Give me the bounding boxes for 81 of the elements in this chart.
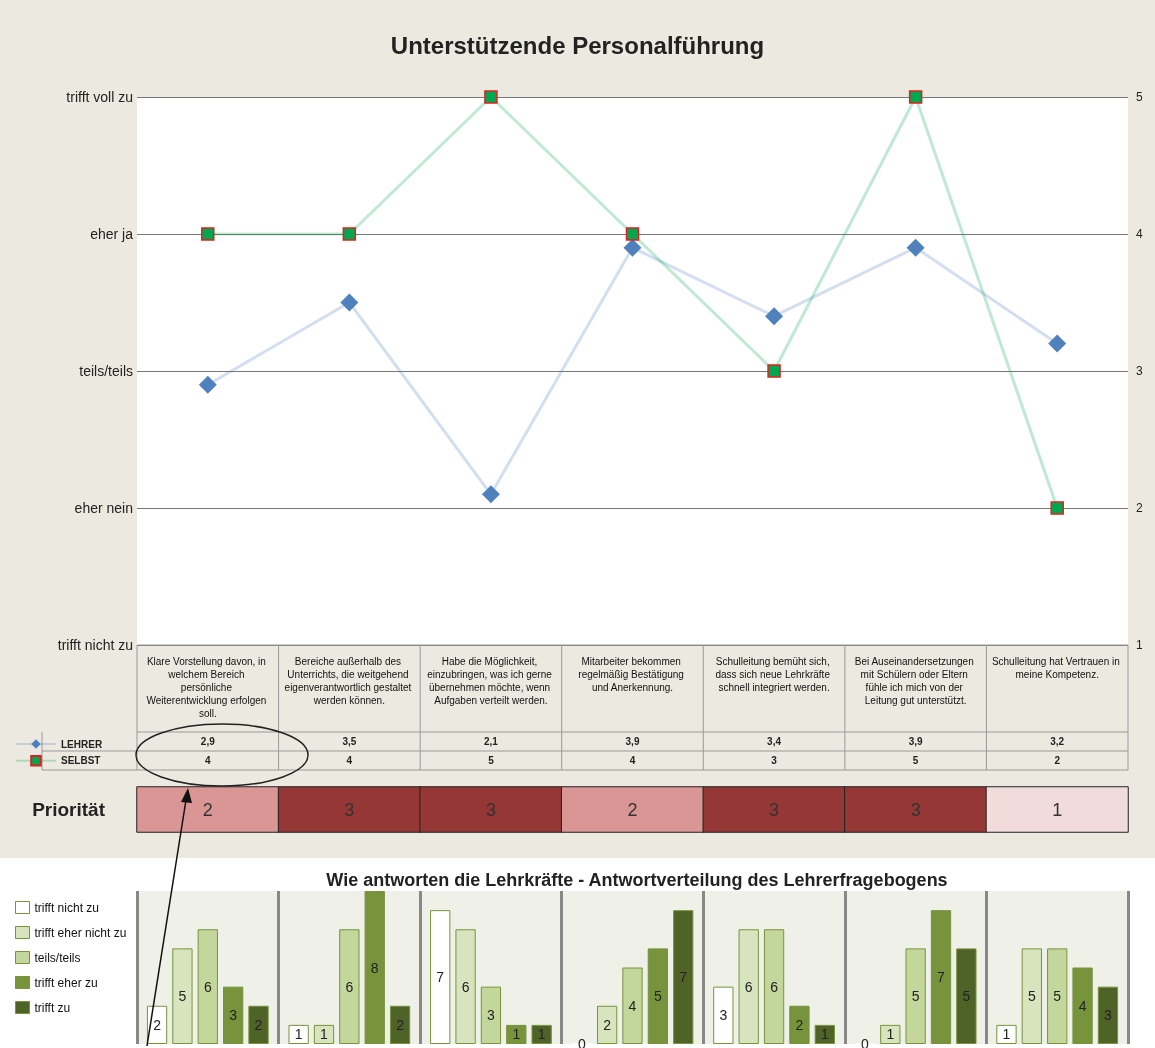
x-tick-label: Habe die Möglichkeit, einzubringen, was ich gerne übernehmen möchte, wenn Aufgaben verteilt werden. bbox=[427, 656, 555, 706]
data-label: 5 bbox=[962, 988, 971, 1005]
data-label: 3,2 bbox=[1050, 736, 1065, 747]
data-label: 4 bbox=[628, 997, 637, 1014]
data-label: 2 bbox=[396, 1016, 405, 1033]
text: teils/teils bbox=[79, 363, 133, 379]
data-label: 5 bbox=[911, 988, 920, 1005]
data-label: 3 bbox=[771, 755, 778, 766]
data-label: 2 bbox=[603, 1016, 612, 1033]
data-label: 3,4 bbox=[767, 736, 782, 747]
data-label: 7 bbox=[436, 969, 445, 986]
data-label: 2,9 bbox=[200, 736, 216, 747]
data-label: 5 bbox=[653, 988, 662, 1005]
legend-label: trifft eher zu bbox=[34, 975, 98, 990]
x-tick-label: Schulleitung bemüht sich, dass sich neue Lehrkräfte schnell integriert werden. bbox=[715, 656, 833, 693]
data-label: 3 bbox=[344, 799, 355, 820]
text: trifft voll zu bbox=[66, 89, 133, 105]
data-label: 4 bbox=[629, 755, 636, 766]
text: eher nein bbox=[74, 500, 133, 516]
legend-label: trifft nicht zu bbox=[34, 900, 99, 915]
legend-label: LEHRER bbox=[61, 738, 103, 750]
data-label: 1 bbox=[886, 1026, 895, 1043]
data-label: 1 bbox=[537, 1026, 546, 1043]
data-label: 1 bbox=[1052, 799, 1063, 820]
chart-title: Wie antworten die Lehrkräfte - Antwortverteilung des Lehrerfragebogens bbox=[326, 870, 948, 890]
data-label: 7 bbox=[937, 969, 946, 986]
data-label: 2 bbox=[795, 1016, 804, 1033]
data-label: 1 bbox=[1002, 1026, 1011, 1043]
data-label: 6 bbox=[345, 978, 354, 995]
data-label: 1 bbox=[820, 1026, 829, 1043]
legend-label: SELBST bbox=[61, 755, 101, 767]
x-tick-label: Bei Auseinandersetzungen mit Schülern oder Eltern fühle ich mich von der Leitung gut unterstützt. bbox=[854, 656, 977, 706]
x-tick-label: Schulleitung hat Vertrauen in meine Kompetenz. bbox=[991, 656, 1123, 680]
y-tick-label: 1 bbox=[1136, 638, 1143, 652]
data-label: 6 bbox=[203, 978, 212, 995]
data-label: 3 bbox=[910, 799, 921, 820]
legend-label: trifft zu bbox=[34, 1000, 71, 1015]
y-tick-label: Priorität bbox=[32, 799, 106, 820]
data-label: 7 bbox=[679, 969, 688, 986]
data-label: 5 bbox=[1027, 988, 1036, 1005]
data-label: 2 bbox=[627, 799, 638, 820]
data-label: 4 bbox=[1078, 997, 1087, 1014]
data-label: 6 bbox=[461, 978, 470, 995]
data-label: 3 bbox=[487, 1007, 496, 1024]
data-label: 5 bbox=[488, 755, 495, 766]
data-label: 6 bbox=[770, 978, 779, 995]
data-label: 3 bbox=[229, 1007, 238, 1024]
data-label: 2 bbox=[1054, 755, 1061, 766]
data-label: 3,5 bbox=[342, 736, 357, 747]
data-label: 1 bbox=[320, 1026, 329, 1043]
x-tick-label: Mitarbeiter bekommen regelmäßig Bestätigung und Anerkennung. bbox=[578, 656, 687, 693]
text: trifft nicht zu bbox=[57, 637, 133, 653]
data-label: 3,9 bbox=[625, 736, 640, 747]
x-tick-label: Klare Vorstellung davon, in welchem Bereich persönliche Weiterentwicklung erfolgen soll. bbox=[146, 656, 270, 719]
data-label: 2 bbox=[254, 1016, 263, 1033]
data-label: 3 bbox=[769, 799, 780, 820]
y-tick-label: 4 bbox=[1136, 227, 1143, 241]
y-tick-label: 3 bbox=[1136, 364, 1143, 378]
data-label: 1 bbox=[294, 1026, 303, 1043]
data-label: 5 bbox=[178, 988, 187, 1005]
data-label: 3 bbox=[1104, 1007, 1113, 1024]
x-tick-label: Bereiche außerhalb des Unterrichts, die weitgehend eigenverantwortlich gestaltet werden können. bbox=[284, 656, 415, 706]
chart-title: Unterstützende Personalführung bbox=[390, 31, 765, 59]
data-label: 2,1 bbox=[483, 736, 499, 747]
data-label: 3 bbox=[485, 799, 496, 820]
legend-label: teils/teils bbox=[34, 950, 81, 965]
y-tick-label: 5 bbox=[1136, 90, 1143, 104]
data-label: 3 bbox=[719, 1007, 728, 1024]
y-tick-label: 2 bbox=[1136, 501, 1143, 515]
data-label: 6 bbox=[744, 978, 753, 995]
data-label: 4 bbox=[346, 755, 353, 766]
data-label: 8 bbox=[370, 959, 379, 976]
data-label: 4 bbox=[205, 755, 211, 766]
text: eher ja bbox=[90, 226, 134, 242]
data-label: 1 bbox=[512, 1026, 521, 1043]
data-label: 2 bbox=[202, 799, 213, 820]
data-label: 2 bbox=[153, 1016, 162, 1033]
legend-label: trifft eher nicht zu bbox=[34, 925, 127, 940]
data-label: 5 bbox=[1053, 988, 1062, 1005]
data-label: 5 bbox=[912, 755, 919, 766]
data-label: 3,9 bbox=[908, 736, 924, 747]
